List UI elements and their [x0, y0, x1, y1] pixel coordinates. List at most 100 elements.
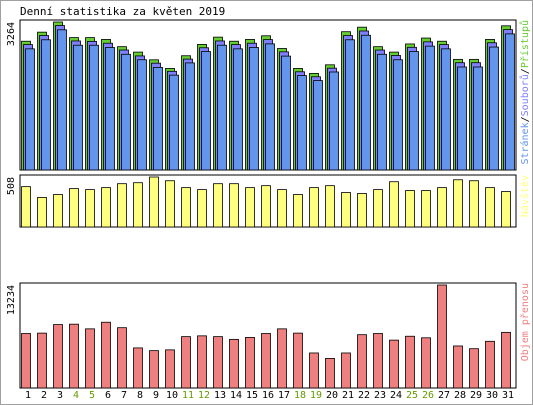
bar-objem-p-enosu-day-15	[245, 337, 255, 389]
x-tick-label: 10	[166, 390, 178, 401]
bar-str-nek-day-4	[73, 44, 83, 171]
x-tick-label: 28	[454, 390, 466, 401]
bar-objem-p-enosu-day-21	[341, 352, 351, 389]
bar-objem-p-enosu-day-5	[85, 328, 95, 389]
bar-str-nek-day-21	[345, 39, 355, 171]
panel-visits: 508 Návštěv	[6, 174, 531, 228]
bar-str-nek-day-26	[425, 45, 435, 171]
bar-n-v-t-v-day-22	[357, 193, 367, 228]
chart-title: Denní statistika za květen 2019	[20, 5, 225, 18]
bar-objem-p-enosu-day-16	[261, 333, 271, 389]
bar-objem-p-enosu-day-18	[293, 332, 303, 389]
bar-objem-p-enosu-day-22	[357, 334, 367, 389]
legend-entry: Objem přenosu	[519, 283, 531, 361]
bar-n-v-t-v-day-7	[117, 183, 127, 228]
bar-objem-p-enosu-day-11	[181, 336, 191, 389]
bar-n-v-t-v-day-23	[373, 189, 383, 228]
x-tick-label: 13	[214, 390, 226, 401]
bar-n-v-t-v-day-18	[293, 194, 303, 228]
bar-objem-p-enosu-day-6	[101, 321, 111, 389]
bar-n-v-t-v-day-11	[181, 187, 191, 228]
bar-n-v-t-v-day-28	[453, 179, 463, 228]
bar-str-nek-day-10	[169, 74, 179, 171]
bar-str-nek-day-5	[89, 44, 99, 171]
bar-n-v-t-v-day-24	[389, 181, 399, 228]
x-tick-label: 20	[326, 390, 338, 401]
x-tick-label: 18	[294, 390, 306, 401]
bar-objem-p-enosu-day-19	[309, 352, 319, 389]
bar-n-v-t-v-day-8	[133, 182, 143, 228]
bar-objem-p-enosu-day-17	[277, 328, 287, 389]
bar-objem-p-enosu-day-23	[373, 333, 383, 389]
x-tick-label: 27	[438, 390, 450, 401]
x-tick-label: 11	[182, 390, 194, 401]
bar-objem-p-enosu-day-24	[389, 339, 399, 389]
x-tick-label: 7	[121, 390, 127, 401]
bar-objem-p-enosu-day-4	[69, 323, 79, 389]
bar-str-nek-day-24	[393, 59, 403, 171]
x-tick-label: 26	[422, 390, 434, 401]
bar-str-nek-day-11	[185, 62, 195, 171]
bar-n-v-t-v-day-9	[149, 176, 159, 228]
bar-str-nek-day-14	[233, 48, 243, 171]
legend-entry: Souborů	[519, 74, 531, 116]
legend: Stránek/Souborů/Přístupů	[519, 20, 531, 165]
bar-objem-p-enosu-day-14	[229, 338, 239, 389]
bar-n-v-t-v-day-17	[277, 189, 287, 228]
bar-objem-p-enosu-day-1	[21, 333, 31, 389]
panel-traffic: 13234 Objem přenosu	[6, 282, 531, 389]
x-tick-label: 14	[230, 390, 242, 401]
bar-str-nek-day-22	[361, 34, 371, 171]
bar-objem-p-enosu-day-12	[197, 335, 207, 389]
bar-objem-p-enosu-day-26	[421, 337, 431, 389]
bar-str-nek-day-6	[105, 47, 115, 171]
bar-n-v-t-v-day-19	[309, 187, 319, 228]
bar-n-v-t-v-day-25	[405, 190, 415, 228]
bar-n-v-t-v-day-12	[197, 189, 207, 228]
x-tick-label: 30	[486, 390, 498, 401]
bar-n-v-t-v-day-4	[69, 188, 79, 228]
bar-n-v-t-v-day-10	[165, 180, 175, 228]
bar-n-v-t-v-day-2	[37, 197, 47, 228]
x-tick-label: 31	[502, 390, 514, 401]
y-axis-max-label: 13234	[6, 285, 17, 315]
legend-entry: Stránek	[519, 122, 531, 164]
bar-n-v-t-v-day-15	[245, 187, 255, 228]
bar-objem-p-enosu-day-8	[133, 347, 143, 389]
x-tick-label: 29	[470, 390, 482, 401]
bar-objem-p-enosu-day-27	[437, 284, 447, 389]
bar-n-v-t-v-day-31	[501, 191, 511, 228]
y-axis-max-label: 3264	[6, 22, 17, 46]
bar-n-v-t-v-day-14	[229, 183, 239, 228]
bar-n-v-t-v-day-30	[485, 187, 495, 228]
bar-n-v-t-v-day-5	[85, 189, 95, 228]
bar-str-nek-day-8	[137, 59, 147, 171]
bar-str-nek-day-29	[473, 66, 483, 171]
y-axis-max-label: 508	[6, 177, 17, 195]
bar-str-nek-day-12	[201, 51, 211, 171]
x-tick-label: 12	[198, 390, 210, 401]
x-tick-label: 24	[390, 390, 402, 401]
bar-objem-p-enosu-day-3	[53, 324, 63, 389]
legend-entry: Přístupů	[519, 20, 531, 68]
bar-str-nek-day-13	[217, 44, 227, 171]
bar-n-v-t-v-day-16	[261, 185, 271, 228]
x-tick-label: 1	[25, 390, 31, 401]
bar-str-nek-day-2	[41, 39, 51, 171]
legend-entry: /	[520, 116, 531, 122]
bar-objem-p-enosu-day-2	[37, 332, 47, 389]
bar-str-nek-day-30	[489, 46, 499, 171]
bar-objem-p-enosu-day-20	[325, 358, 335, 389]
bar-objem-p-enosu-day-9	[149, 350, 159, 389]
x-tick-label: 15	[246, 390, 258, 401]
bar-n-v-t-v-day-26	[421, 190, 431, 228]
bar-n-v-t-v-day-1	[21, 186, 31, 228]
bar-objem-p-enosu-day-30	[485, 340, 495, 389]
bar-str-nek-day-16	[265, 43, 275, 171]
x-tick-label: 22	[358, 390, 370, 401]
bar-objem-p-enosu-day-29	[469, 348, 479, 389]
bar-str-nek-day-9	[153, 67, 163, 171]
bar-objem-p-enosu-day-10	[165, 349, 175, 389]
